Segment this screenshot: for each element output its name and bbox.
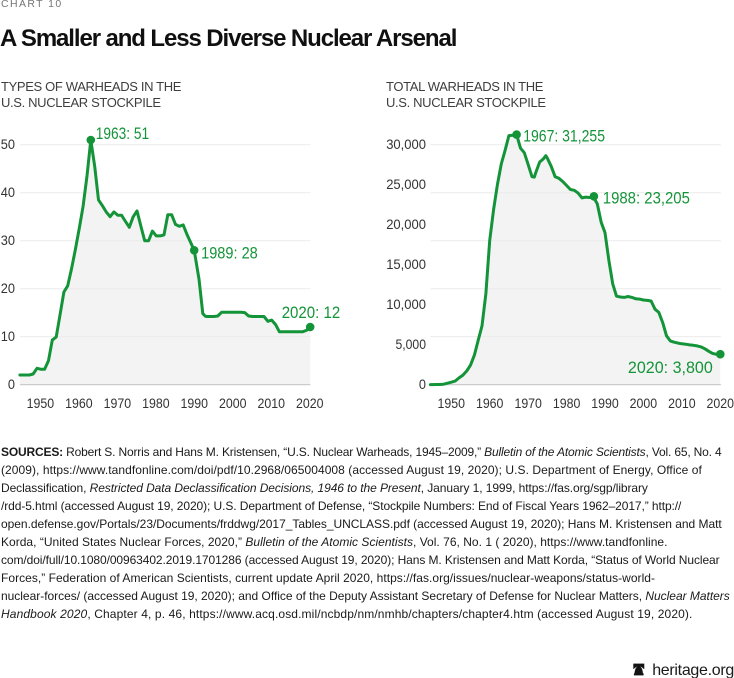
svg-text:2000: 2000 bbox=[630, 396, 658, 411]
svg-text:1990: 1990 bbox=[181, 396, 209, 411]
svg-text:2010: 2010 bbox=[668, 396, 696, 411]
svg-text:1950: 1950 bbox=[27, 396, 55, 411]
svg-text:50: 50 bbox=[1, 137, 16, 152]
svg-text:40: 40 bbox=[1, 185, 16, 200]
svg-text:1989: 28: 1989: 28 bbox=[201, 243, 258, 262]
svg-text:0: 0 bbox=[8, 377, 15, 392]
svg-text:1960: 1960 bbox=[65, 396, 93, 411]
svg-text:1990: 1990 bbox=[591, 396, 619, 411]
svg-text:1963: 51: 1963: 51 bbox=[96, 124, 149, 143]
svg-text:1970: 1970 bbox=[104, 396, 132, 411]
svg-text:2020: 2020 bbox=[707, 396, 734, 411]
svg-text:1988: 23,205: 1988: 23,205 bbox=[603, 188, 690, 207]
svg-text:2020: 2020 bbox=[296, 396, 324, 411]
svg-text:10: 10 bbox=[1, 329, 16, 344]
svg-text:20: 20 bbox=[1, 281, 16, 296]
svg-text:30,000: 30,000 bbox=[386, 137, 426, 152]
svg-text:10,000: 10,000 bbox=[386, 297, 426, 312]
svg-text:1980: 1980 bbox=[142, 396, 170, 411]
svg-text:2020: 12: 2020: 12 bbox=[282, 303, 341, 322]
svg-text:0: 0 bbox=[419, 377, 426, 392]
svg-text:15,000: 15,000 bbox=[386, 257, 426, 272]
svg-text:1980: 1980 bbox=[553, 396, 581, 411]
svg-text:1950: 1950 bbox=[438, 396, 466, 411]
svg-text:1970: 1970 bbox=[514, 396, 542, 411]
svg-text:20,000: 20,000 bbox=[386, 217, 426, 232]
svg-text:30: 30 bbox=[1, 233, 16, 248]
svg-text:2010: 2010 bbox=[258, 396, 286, 411]
svg-text:2000: 2000 bbox=[219, 396, 247, 411]
svg-text:1960: 1960 bbox=[476, 396, 504, 411]
svg-text:25,000: 25,000 bbox=[386, 177, 426, 192]
svg-text:1967: 31,255: 1967: 31,255 bbox=[523, 127, 605, 146]
svg-text:5,000: 5,000 bbox=[396, 337, 427, 352]
svg-text:2020: 3,800: 2020: 3,800 bbox=[628, 358, 713, 377]
